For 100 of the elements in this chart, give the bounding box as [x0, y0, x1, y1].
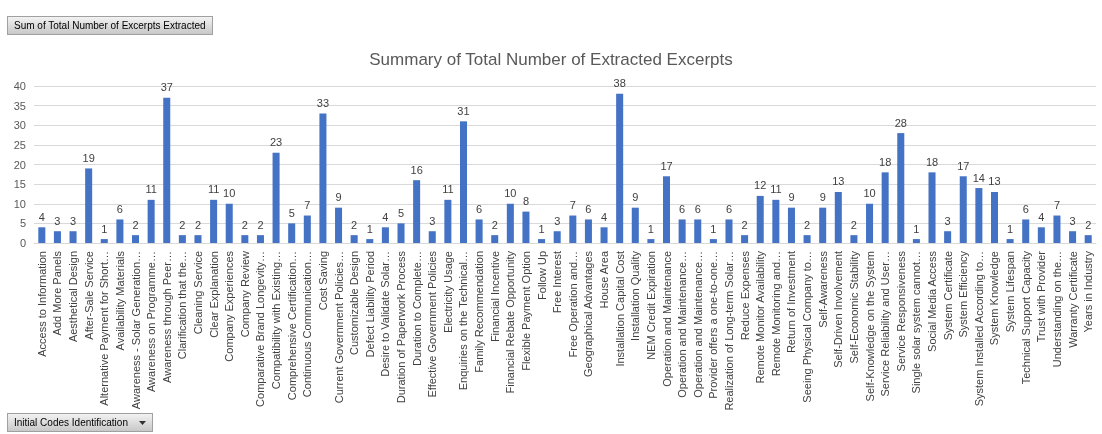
bar — [413, 180, 421, 243]
bar — [850, 235, 858, 243]
bar — [256, 235, 264, 243]
data-label: 19 — [82, 151, 95, 164]
bar — [147, 199, 155, 243]
data-label: 17 — [957, 159, 970, 172]
data-label: 2 — [179, 218, 186, 231]
bar — [694, 219, 702, 243]
bar — [959, 176, 967, 243]
x-tick-label: Customizable Design — [348, 251, 361, 355]
data-label: 37 — [160, 81, 173, 94]
data-label: 6 — [116, 202, 123, 215]
x-tick-label: Understanding on the… — [1050, 251, 1063, 368]
bar — [194, 235, 202, 243]
data-label: 2 — [132, 218, 139, 231]
data-label: 4 — [600, 210, 608, 223]
data-label: 6 — [694, 202, 701, 215]
bar — [38, 227, 46, 243]
data-label: 9 — [788, 191, 795, 204]
data-label: 2 — [241, 218, 248, 231]
x-tick-label: Company Review — [238, 250, 251, 338]
data-label: 9 — [819, 191, 826, 204]
data-label: 11 — [442, 183, 454, 196]
data-label: 12 — [754, 179, 767, 192]
bar — [69, 231, 77, 243]
x-tick-label: Years in Industry — [1082, 250, 1095, 333]
bar — [912, 239, 920, 243]
data-label: 3 — [429, 214, 436, 227]
x-tick-label: Financial Incentive — [488, 251, 501, 343]
data-label: 2 — [741, 218, 748, 231]
data-label: 1 — [647, 222, 654, 235]
bar — [303, 215, 311, 243]
bar — [725, 219, 733, 243]
bar — [709, 239, 717, 243]
bar — [100, 239, 108, 243]
data-label: 23 — [269, 136, 283, 149]
data-label: 2 — [850, 218, 857, 231]
bar — [678, 219, 686, 243]
x-tick-label: Warranty Certificate — [1066, 251, 1079, 348]
bar — [522, 211, 530, 243]
data-label: 10 — [223, 187, 236, 200]
data-label: 6 — [585, 202, 592, 215]
data-label: 7 — [304, 199, 311, 212]
x-tick-label: Clear Explanation — [207, 251, 220, 338]
x-tick-label: Self-Driven Involvement — [832, 251, 845, 368]
x-tick-label: Service Responsiveness — [894, 250, 907, 372]
data-label: 1 — [913, 222, 920, 235]
text: Initial Codes Identification — [7, 413, 153, 432]
data-label: 2 — [194, 218, 202, 231]
x-tick-label: Installation Quality — [629, 250, 642, 341]
data-label: 2 — [351, 218, 358, 231]
x-tick-label: Provider offers a one-to-one… — [707, 251, 720, 399]
x-tick-label: Cleaning Service — [191, 251, 204, 335]
bar — [538, 239, 546, 243]
y-tick-label: 0 — [19, 237, 26, 249]
bar — [319, 113, 327, 243]
x-tick-label: Cost Saving — [316, 251, 329, 311]
y-tick-label: 25 — [13, 138, 26, 151]
data-label: 18 — [925, 155, 939, 168]
data-label: 1 — [366, 222, 373, 235]
bar — [272, 152, 280, 243]
bar — [866, 203, 874, 243]
x-tick-label: Company Experiences — [223, 250, 236, 362]
bar — [85, 168, 93, 243]
data-label: 11 — [207, 183, 220, 196]
bar — [1053, 215, 1061, 243]
bar — [928, 172, 936, 243]
x-tick-label: House Area — [598, 250, 611, 309]
x-tick-label: Awareness on Programme… — [145, 251, 158, 393]
bar — [381, 227, 389, 243]
bar — [834, 191, 842, 243]
bar — [897, 133, 905, 243]
y-tick-label: 15 — [13, 178, 26, 191]
x-tick-label: Follow Up — [535, 251, 548, 300]
y-tick-label: 40 — [13, 80, 26, 92]
data-label: 9 — [335, 191, 342, 204]
x-tick-label: Seeing Physical Company to… — [801, 251, 814, 403]
data-label: 6 — [725, 202, 733, 215]
x-tick-label: Defect Liability Period — [363, 251, 376, 358]
x-tick-label: Realization of Long-term Solar… — [722, 251, 735, 411]
bar — [350, 235, 358, 243]
bar — [444, 199, 452, 243]
bar — [787, 207, 795, 243]
x-tick-label: Trust with Provider — [1035, 250, 1048, 343]
bar — [569, 215, 577, 243]
x-tick-label: Social Media Access — [926, 250, 939, 352]
x-tick-label: Service Reliability and User… — [879, 251, 892, 397]
x-tick-label: Comparative Brand Longevity… — [254, 251, 267, 407]
bar — [1037, 227, 1045, 243]
x-tick-label: Geographical Advantages — [582, 250, 595, 377]
data-label: 11 — [770, 183, 782, 196]
data-label: 1 — [710, 222, 717, 235]
data-label: 11 — [145, 183, 157, 196]
data-label: 7 — [1053, 199, 1061, 212]
bar — [1006, 239, 1014, 243]
data-label: 5 — [288, 206, 295, 219]
bar — [600, 227, 608, 243]
x-tick-label: Self-Economic Stability — [847, 250, 860, 364]
bar — [944, 231, 952, 243]
x-tick-label: Effective Government Policies — [426, 250, 439, 398]
